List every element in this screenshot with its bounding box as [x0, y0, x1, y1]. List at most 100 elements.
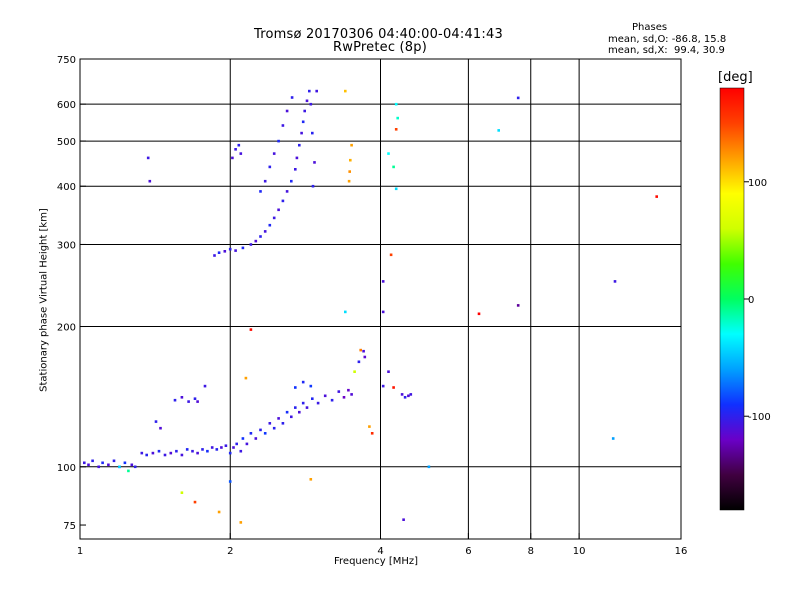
data-point: [305, 406, 309, 409]
data-point: [285, 190, 289, 193]
x-tick-label: 8: [528, 546, 534, 557]
x-tick-label: 6: [465, 546, 471, 557]
data-point: [350, 393, 353, 396]
data-point: [259, 235, 262, 238]
x-tick-label: 1: [77, 546, 83, 557]
data-point: [268, 165, 272, 169]
data-point: [394, 187, 398, 191]
data-point: [613, 280, 617, 283]
data-point: [294, 168, 297, 171]
data-point: [97, 465, 100, 469]
data-point: [337, 390, 341, 393]
data-point: [277, 208, 280, 212]
data-point: [169, 451, 173, 455]
data-point: [381, 384, 385, 388]
data-point: [217, 510, 221, 514]
data-point: [347, 179, 351, 183]
colorbar-tick-label: 100: [748, 178, 767, 189]
data-point: [368, 425, 371, 428]
data-point: [290, 96, 294, 99]
data-point: [611, 437, 615, 440]
data-point: [427, 465, 431, 469]
data-point: [263, 230, 267, 233]
data-point: [203, 384, 207, 388]
data-point: [191, 449, 194, 453]
data-point: [300, 131, 303, 135]
data-point: [187, 400, 190, 403]
stats-o-mode: mean, sd,O: -86.8, 15.8: [608, 34, 727, 45]
stats-heading: Phases: [632, 22, 668, 33]
y-tick-label: 75: [63, 521, 76, 532]
data-point: [394, 102, 398, 106]
data-point: [381, 280, 385, 283]
data-point: [180, 453, 184, 457]
y-tick-label: 500: [57, 137, 76, 148]
data-point: [344, 89, 347, 93]
x-tick-label: 4: [377, 546, 383, 557]
data-point: [235, 442, 238, 446]
data-point: [146, 156, 150, 160]
data-point: [655, 195, 658, 198]
data-point: [83, 461, 86, 465]
data-point: [301, 380, 305, 384]
data-point: [342, 396, 346, 399]
colorbar-tick-label: 0: [748, 295, 754, 306]
data-point: [281, 199, 285, 203]
data-point: [91, 459, 94, 463]
data-point: [403, 396, 407, 399]
data-point: [217, 251, 221, 254]
data-point: [173, 398, 177, 402]
data-point: [285, 410, 289, 414]
data-point: [112, 459, 116, 463]
data-point: [387, 370, 390, 373]
data-point: [272, 426, 276, 430]
data-point: [263, 432, 267, 435]
data-point: [294, 406, 297, 409]
grid-lines: [80, 59, 681, 539]
x-tick-label: 16: [675, 546, 688, 557]
data-point: [215, 448, 219, 451]
data-point: [193, 397, 197, 400]
data-point: [311, 397, 314, 400]
data-point: [311, 131, 314, 135]
data-point: [231, 156, 234, 160]
chart-title: Tromsø 20170306 04:40:00-04:41:43: [254, 27, 503, 42]
data-point: [400, 393, 404, 396]
data-point: [196, 451, 199, 455]
data-point: [313, 161, 316, 164]
data-point: [244, 376, 248, 380]
data-point: [281, 422, 285, 425]
data-point: [239, 152, 243, 155]
data-point: [268, 422, 272, 425]
data-point: [196, 400, 199, 403]
data-point: [381, 310, 385, 314]
data-point: [516, 304, 520, 307]
data-point: [359, 348, 362, 352]
data-point: [349, 158, 352, 162]
data-point: [241, 437, 245, 440]
data-point: [309, 384, 313, 388]
data-point: [228, 480, 232, 483]
data-point: [239, 521, 243, 524]
data-point: [303, 109, 306, 113]
data-point: [145, 453, 148, 457]
data-point: [185, 448, 189, 451]
data-point: [87, 463, 90, 467]
data-point: [323, 394, 327, 398]
y-tick-label: 750: [57, 55, 76, 66]
data-point: [301, 401, 305, 405]
data-point: [363, 355, 367, 359]
data-point: [201, 448, 204, 451]
data-point: [223, 250, 227, 253]
data-point: [130, 463, 134, 467]
data-point: [249, 328, 253, 331]
y-tick-label: 400: [57, 182, 76, 193]
data-point: [370, 432, 374, 435]
data-point: [357, 360, 361, 364]
data-point: [234, 249, 237, 252]
data-point: [234, 148, 237, 151]
data-point: [180, 396, 184, 399]
data-point: [140, 451, 144, 455]
data-point: [290, 415, 293, 419]
data-point: [268, 223, 272, 227]
